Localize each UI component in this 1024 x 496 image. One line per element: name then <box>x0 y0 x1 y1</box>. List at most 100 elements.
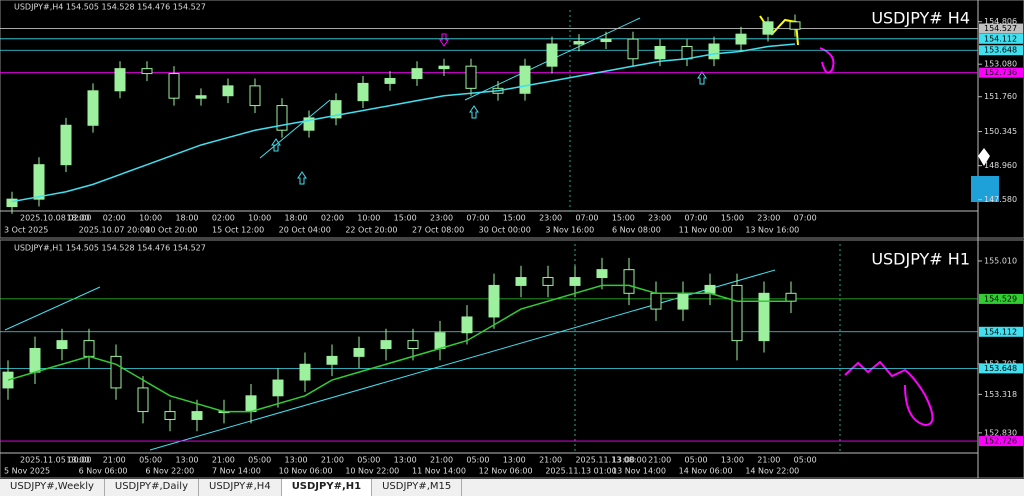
x-tick-label: 10:00 <box>139 214 162 223</box>
candle-body <box>515 277 527 286</box>
y-tick-label: 151.760 <box>984 92 1017 101</box>
candle-body <box>789 21 801 30</box>
chart-tab[interactable]: USDJPY#,M15 <box>372 479 463 496</box>
y-tick-label: 152.830 <box>984 428 1017 437</box>
price-label-bg <box>979 23 1023 34</box>
candle-body <box>654 45 666 60</box>
x-tick-label: 02:00 <box>212 214 235 223</box>
arrow-up <box>469 105 479 119</box>
candle-body <box>735 33 747 45</box>
price-label: 153.648 <box>984 364 1017 373</box>
x-tick-label: 13:00 <box>66 456 89 465</box>
x-tick-label: 05:00 <box>466 456 489 465</box>
drawing <box>844 360 934 427</box>
chart-header: USDJPY#,H1 154.505 154.528 154.476 154.5… <box>14 244 206 253</box>
price-label: 154.527 <box>984 24 1017 33</box>
candle-body <box>195 95 207 99</box>
x-tick-label: 23:00 <box>539 214 562 223</box>
candle-body <box>681 45 693 60</box>
x-tick-label: 21:00 <box>757 456 780 465</box>
x-tick-label: 3 Nov 16:00 <box>545 226 594 235</box>
x-tick-label: 20 Oct 04:00 <box>279 226 331 235</box>
h4-panel <box>0 0 1024 239</box>
terminal: USDJPY#,H4 154.505 154.528 154.476 154.5… <box>0 0 1024 479</box>
candle-body <box>114 68 126 92</box>
x-tick-label: 07:00 <box>575 214 598 223</box>
candle-body <box>465 65 477 89</box>
chart-tab[interactable]: USDJPY#,H4 <box>199 479 282 496</box>
x-tick-label: 18:00 <box>66 214 89 223</box>
chart-title: USDJPY# H1 <box>871 250 970 269</box>
x-tick-label: 6 Nov 22:00 <box>145 467 194 476</box>
x-tick-label: 05:00 <box>685 456 708 465</box>
y-tick-label: 148.960 <box>984 161 1017 170</box>
x-tick-label: 15:00 <box>394 214 417 223</box>
price-label-bg <box>979 67 1023 78</box>
price-label-bg <box>979 293 1023 304</box>
x-tick-label: 05:00 <box>794 456 817 465</box>
chart-tab[interactable]: USDJPY#,H1 <box>281 479 373 496</box>
x-tick-label: 21:00 <box>321 456 344 465</box>
candle-body <box>461 316 473 334</box>
trend-line <box>4 286 101 331</box>
candle-body <box>2 371 14 389</box>
x-tick-label: 13:00 <box>285 456 308 465</box>
x-tick-label: 2025.10.07 20:00 <box>79 226 150 235</box>
candle-body <box>708 43 720 60</box>
price-label-bg <box>979 45 1023 56</box>
price-label: 153.648 <box>984 46 1017 55</box>
x-tick-label: 12 Nov 06:00 <box>479 467 533 476</box>
pen-icon[interactable] <box>978 148 990 166</box>
candle-body <box>141 68 153 75</box>
x-tick-label: 13:00 <box>175 456 198 465</box>
y-tick-label: 147.580 <box>984 195 1017 204</box>
candle-body <box>384 77 396 84</box>
x-tick-label: 27 Oct 08:00 <box>412 226 464 235</box>
candle-body <box>222 85 234 97</box>
trend-line <box>149 269 776 451</box>
price-label-bg <box>979 436 1023 447</box>
x-tick-label: 14 Nov 06:00 <box>679 467 733 476</box>
chart-tab[interactable]: USDJPY#,Daily <box>105 479 199 496</box>
x-tick-label: 18:00 <box>175 214 198 223</box>
x-tick-label: 2025.11.13 01:00 <box>545 467 616 476</box>
price-label-bg <box>979 33 1023 44</box>
x-tick-label: 11 Nov 14:00 <box>412 467 466 476</box>
x-tick-label: 21:00 <box>103 456 126 465</box>
x-tick-label: 13 Nov 14:00 <box>612 467 666 476</box>
x-tick-label: 23:00 <box>648 214 671 223</box>
candle-body <box>731 284 743 342</box>
candle-body <box>704 284 716 294</box>
candle-body <box>249 85 261 107</box>
drawing <box>819 47 835 74</box>
candle-body <box>33 164 45 200</box>
x-tick-label: 23:00 <box>757 214 780 223</box>
candle-body <box>677 292 689 310</box>
price-label: 154.529 <box>984 294 1017 303</box>
candle-body <box>573 41 585 45</box>
candle-body <box>434 332 446 350</box>
x-tick-label: 18:00 <box>285 214 308 223</box>
candle-body <box>56 340 68 350</box>
x-tick-label: 15:00 <box>503 214 526 223</box>
candle-body <box>596 269 608 279</box>
tool-icon[interactable] <box>971 176 999 202</box>
candle-body <box>569 277 581 286</box>
x-tick-label: 14 Nov 22:00 <box>745 467 799 476</box>
x-tick-label: 10 Nov 22:00 <box>345 467 399 476</box>
x-tick-label: 5 Nov 2025 <box>4 467 50 476</box>
candle-body <box>245 395 257 413</box>
y-tick-label: 153.318 <box>984 390 1017 399</box>
x-tick-label: 2025.10.08 02:00 <box>20 214 91 223</box>
moving-average <box>11 43 796 203</box>
candle-body <box>60 124 72 166</box>
x-tick-label: 05:00 <box>248 456 271 465</box>
x-tick-label: 15:00 <box>612 214 635 223</box>
chart-title: USDJPY# H4 <box>871 9 970 28</box>
arrow-up <box>297 171 307 185</box>
candle-body <box>191 411 203 420</box>
candle-body <box>762 21 774 35</box>
x-tick-label: 21:00 <box>212 456 235 465</box>
candle-body <box>380 340 392 350</box>
chart-tab[interactable]: USDJPY#,Weekly <box>0 479 105 496</box>
